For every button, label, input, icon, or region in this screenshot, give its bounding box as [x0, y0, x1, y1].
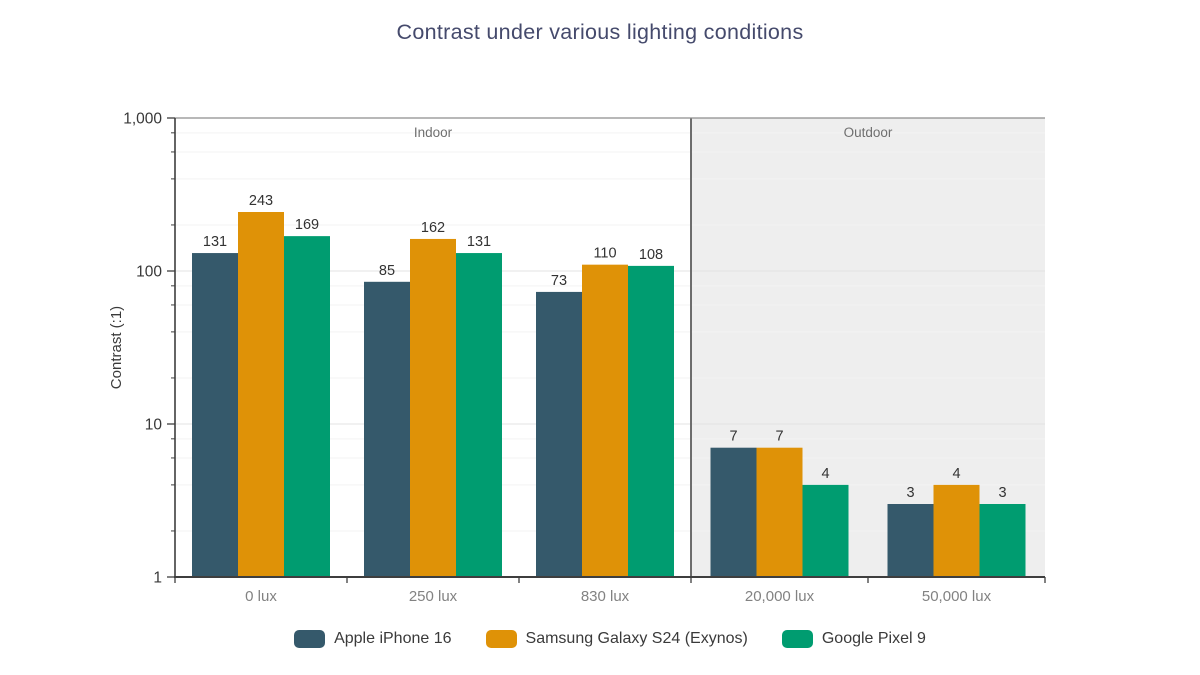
legend-swatch-icon — [781, 630, 813, 648]
bar-google-pixel-9-50-000-lux[interactable] — [979, 504, 1026, 577]
bar-value-label: 243 — [249, 193, 273, 209]
y-tick-label: 1,000 — [123, 111, 162, 128]
bar-apple-iphone-16-0-lux[interactable] — [192, 253, 238, 577]
band-label-indoor: Indoor — [414, 125, 453, 140]
bar-google-pixel-9-0-lux[interactable] — [284, 236, 330, 577]
bar-google-pixel-9-250-lux[interactable] — [456, 253, 502, 577]
y-tick-label: 1 — [153, 570, 162, 587]
bar-value-label: 131 — [203, 234, 227, 250]
bar-apple-iphone-16-830-lux[interactable] — [536, 291, 582, 577]
legend-swatch-icon — [294, 630, 326, 648]
x-category-label-830-lux: 830 lux — [581, 588, 630, 605]
bar-samsung-galaxy-s24-exynos-0-lux[interactable] — [238, 212, 284, 577]
bar-value-label: 3 — [906, 485, 914, 501]
legend-label: Google Pixel 9 — [821, 630, 926, 647]
bar-google-pixel-9-20-000-lux[interactable] — [802, 484, 849, 577]
bar-value-label: 7 — [775, 429, 783, 445]
bar-value-label: 4 — [952, 466, 960, 482]
legend-label: Samsung Galaxy S24 (Exynos) — [525, 630, 748, 647]
bar-value-label: 85 — [379, 263, 395, 279]
legend-swatch-icon — [485, 630, 517, 648]
x-category-label-50-000-lux: 50,000 lux — [922, 588, 992, 605]
bar-samsung-galaxy-s24-exynos-20-000-lux[interactable] — [756, 447, 803, 577]
bar-google-pixel-9-830-lux[interactable] — [628, 265, 674, 577]
bar-value-label: 4 — [821, 466, 829, 482]
legend-label: Apple iPhone 16 — [334, 630, 452, 647]
chart-title: Contrast under various lighting conditio… — [396, 20, 804, 44]
x-category-label-20-000-lux: 20,000 lux — [745, 588, 815, 605]
bar-apple-iphone-16-50-000-lux[interactable] — [887, 504, 934, 577]
bar-value-label: 73 — [551, 273, 567, 289]
bar-apple-iphone-16-20-000-lux[interactable] — [710, 447, 757, 577]
y-tick-label: 100 — [136, 264, 162, 281]
x-category-label-250-lux: 250 lux — [409, 588, 458, 605]
bar-value-label: 162 — [421, 220, 445, 236]
band-label-outdoor: Outdoor — [844, 125, 893, 140]
y-tick-label: 10 — [145, 417, 163, 434]
legend-item-google-pixel-9[interactable]: Google Pixel 9 — [781, 630, 926, 648]
bar-apple-iphone-16-250-lux[interactable] — [364, 281, 410, 577]
bar-value-label: 110 — [593, 246, 616, 262]
bar-samsung-galaxy-s24-exynos-250-lux[interactable] — [410, 238, 456, 577]
legend-item-samsung-galaxy-s24-exynos[interactable]: Samsung Galaxy S24 (Exynos) — [485, 630, 748, 648]
legend-item-apple-iphone-16[interactable]: Apple iPhone 16 — [294, 630, 452, 648]
bar-value-label: 3 — [998, 485, 1006, 501]
x-category-label-0-lux: 0 lux — [245, 588, 277, 605]
y-axis-title: Contrast (:1) — [108, 306, 125, 389]
bar-value-label: 169 — [295, 217, 319, 233]
bar-value-label: 7 — [729, 429, 737, 445]
chart-legend: Apple iPhone 16 Samsung Galaxy S24 (Exyno… — [175, 630, 1045, 648]
bar-value-label: 108 — [639, 247, 663, 263]
bar-samsung-galaxy-s24-exynos-50-000-lux[interactable] — [933, 484, 980, 577]
bar-samsung-galaxy-s24-exynos-830-lux[interactable] — [582, 264, 628, 577]
bar-value-label: 131 — [467, 234, 491, 250]
